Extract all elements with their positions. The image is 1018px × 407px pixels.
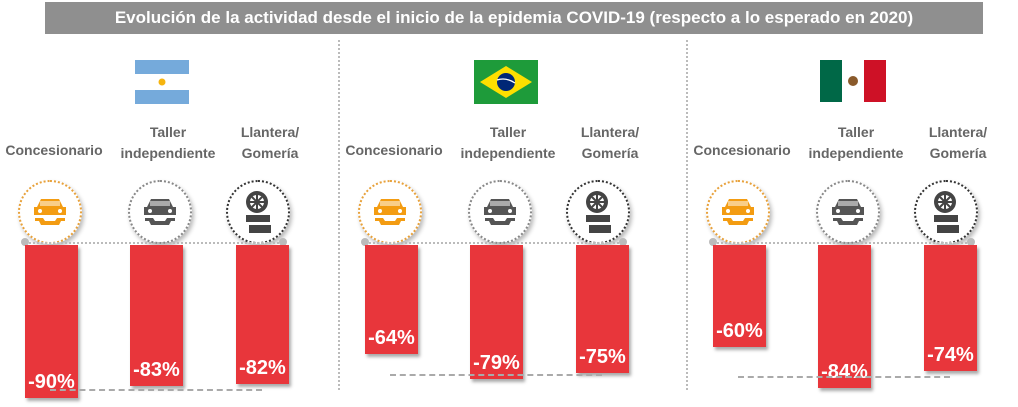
reference-dashed-line bbox=[390, 374, 602, 376]
bar: -84% bbox=[818, 245, 871, 388]
data-label: -60% bbox=[716, 320, 763, 342]
category-label-line: Concesionario bbox=[5, 142, 103, 158]
category-label-line: Concesionario bbox=[345, 142, 443, 158]
mexico-flag-icon bbox=[820, 60, 886, 107]
category-label-line: Taller bbox=[149, 124, 187, 140]
category-label: Taller independiente bbox=[108, 122, 228, 164]
category-label: Taller independiente bbox=[796, 122, 916, 164]
panel-divider bbox=[338, 40, 340, 390]
baseline-dot bbox=[967, 238, 975, 246]
data-label: -74% bbox=[927, 343, 974, 366]
category-label-line: independiente bbox=[460, 145, 556, 161]
car-wrench-icon bbox=[816, 180, 880, 244]
bar: -90% bbox=[25, 245, 78, 398]
category-label: Llantera/Gomería bbox=[550, 122, 670, 164]
chart-title: Evolución de la actividad desde el inici… bbox=[45, 2, 983, 34]
category-label: Llantera/Gomería bbox=[898, 122, 1018, 164]
data-label: -83% bbox=[133, 359, 180, 382]
panel-brasil: Concesionario Taller independiente Llantera… bbox=[340, 0, 680, 407]
category-label-line: independiente bbox=[808, 145, 904, 161]
data-label: -82% bbox=[239, 357, 286, 380]
bar: -74% bbox=[924, 245, 977, 371]
category-label: Concesionario bbox=[334, 140, 454, 161]
tire-stack-icon bbox=[914, 180, 978, 244]
category-label-line: Gomería bbox=[241, 145, 299, 161]
bar: -75% bbox=[576, 245, 629, 373]
category-label-line: Gomería bbox=[581, 145, 639, 161]
category-label-line: Taller bbox=[837, 124, 875, 140]
category-label-line: Concesionario bbox=[693, 142, 791, 158]
category-label-line: Llantera/ bbox=[240, 124, 300, 140]
baseline bbox=[365, 242, 623, 244]
category-label-line: Gomería bbox=[929, 145, 987, 161]
bar: -83% bbox=[130, 245, 183, 387]
baseline bbox=[25, 242, 283, 244]
category-label-line: Llantera/ bbox=[928, 124, 988, 140]
car-wrench-icon bbox=[358, 180, 422, 244]
category-label: Llantera/Gomería bbox=[210, 122, 330, 164]
bar: -79% bbox=[470, 245, 523, 380]
data-label: -64% bbox=[368, 326, 415, 349]
tire-stack-icon bbox=[566, 180, 630, 244]
baseline-dot bbox=[619, 238, 627, 246]
panel-méxico: Concesionario Taller independiente Llantera… bbox=[688, 0, 1018, 407]
category-label: Concesionario bbox=[0, 140, 114, 161]
reference-dashed-line bbox=[738, 376, 950, 378]
bar: -60% bbox=[713, 245, 766, 347]
category-label: Taller independiente bbox=[448, 122, 568, 164]
reference-dashed-line bbox=[50, 389, 262, 391]
brazil-flag-icon bbox=[474, 60, 538, 109]
category-label-line: Llantera/ bbox=[580, 124, 640, 140]
car-wrench-icon bbox=[18, 180, 82, 244]
tire-stack-icon bbox=[226, 180, 290, 244]
panel-argentina: Concesionario Taller independiente Llantera… bbox=[0, 0, 340, 407]
category-label: Concesionario bbox=[682, 140, 802, 161]
baseline-dot bbox=[21, 238, 29, 246]
baseline-dot bbox=[279, 238, 287, 246]
car-wrench-icon bbox=[128, 180, 192, 244]
data-label: -90% bbox=[28, 371, 75, 393]
baseline-dot bbox=[361, 238, 369, 246]
data-label: -75% bbox=[579, 345, 626, 368]
bar: -82% bbox=[236, 245, 289, 385]
data-label: -84% bbox=[821, 360, 868, 383]
panel-divider bbox=[686, 40, 688, 390]
data-label: -79% bbox=[473, 352, 520, 375]
car-wrench-icon bbox=[706, 180, 770, 244]
bar: -64% bbox=[365, 245, 418, 354]
baseline bbox=[713, 242, 971, 244]
category-label-line: Taller bbox=[489, 124, 527, 140]
baseline-dot bbox=[709, 238, 717, 246]
category-label-line: independiente bbox=[120, 145, 216, 161]
car-wrench-icon bbox=[468, 180, 532, 244]
argentina-flag-icon bbox=[135, 60, 189, 109]
